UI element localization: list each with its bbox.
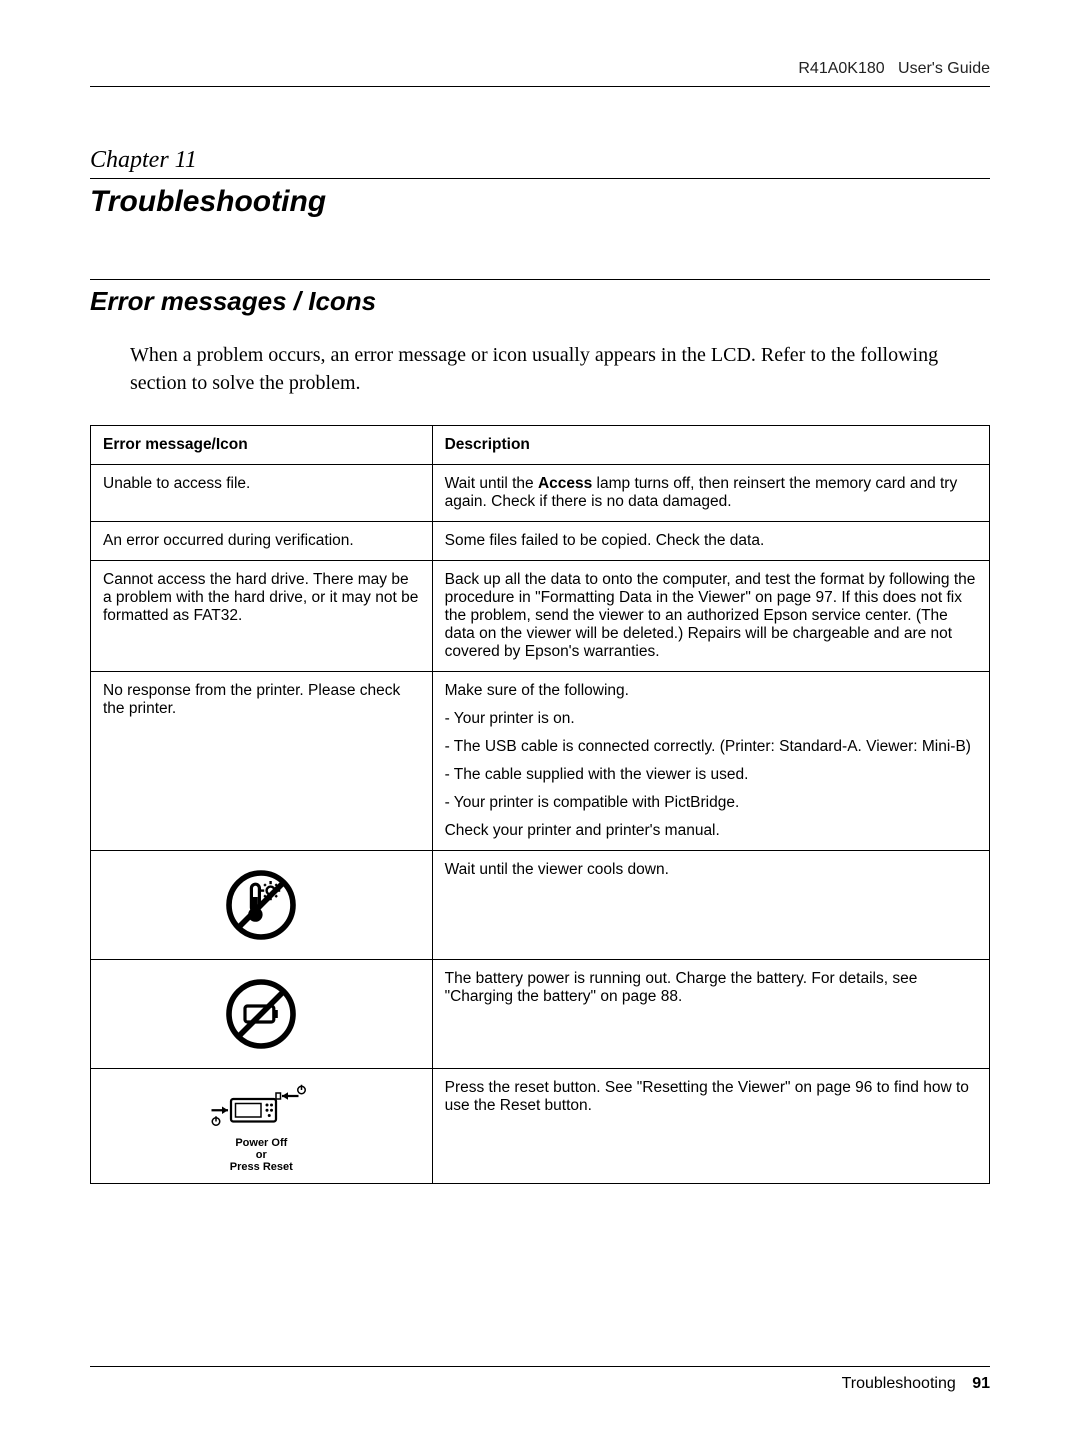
error-icon-cell: Power Off or Press Reset [91,1069,433,1184]
table-row: Wait until the viewer cools down. [91,851,990,960]
error-description-cell: Back up all the data to onto the compute… [432,561,989,672]
table-header-row: Error message/Icon Description [91,426,990,465]
table-row: Unable to access file. Wait until the Ac… [91,465,990,522]
chapter-label: Chapter 11 [90,147,990,174]
desc-line: - The USB cable is connected correctly. … [445,738,977,756]
battery-empty-icon [221,974,301,1054]
footer-rule [90,1366,990,1367]
error-message-cell: Cannot access the hard drive. There may … [91,561,433,672]
reset-caption: Power Off or Press Reset [103,1137,420,1173]
overheat-icon [221,865,301,945]
header-rule [90,86,990,87]
desc-bold: Access [538,475,592,492]
table-row: Power Off or Press Reset Press the reset… [91,1069,990,1184]
chapter-rule [90,178,990,179]
error-message-cell: No response from the printer. Please che… [91,672,433,851]
table-row: The battery power is running out. Charge… [91,960,990,1069]
error-message-cell: Unable to access file. [91,465,433,522]
col-header-description: Description [432,426,989,465]
section-intro: When a problem occurs, an error message … [130,341,990,397]
desc-line: - Your printer is compatible with PictBr… [445,794,977,812]
desc-line: Check your printer and printer's manual. [445,822,977,840]
section-rule [90,279,990,280]
header-product: R41A0K180 [798,60,884,77]
desc-line: Make sure of the following. [445,682,977,700]
error-description-cell: Press the reset button. See "Resetting t… [432,1069,989,1184]
error-description-cell: The battery power is running out. Charge… [432,960,989,1069]
reset-caption-line: or [256,1149,267,1161]
reset-device-icon [201,1083,321,1133]
error-description-cell: Make sure of the following. - Your print… [432,672,989,851]
error-description-cell: Wait until the viewer cools down. [432,851,989,960]
reset-caption-line: Power Off [235,1137,287,1149]
desc-text: Wait until the [445,475,538,492]
error-table: Error message/Icon Description Unable to… [90,425,990,1184]
reset-caption-line: Press Reset [230,1161,293,1173]
desc-line: - The cable supplied with the viewer is … [445,766,977,784]
table-row: An error occurred during verification. S… [91,522,990,561]
footer-page-number: 91 [972,1375,990,1392]
error-description-cell: Some files failed to be copied. Check th… [432,522,989,561]
error-icon-cell [91,960,433,1069]
table-row: Cannot access the hard drive. There may … [91,561,990,672]
error-description-cell: Wait until the Access lamp turns off, th… [432,465,989,522]
page-footer: Troubleshooting 91 [90,1366,990,1393]
section-title: Error messages / Icons [90,286,990,317]
chapter-title: Troubleshooting [90,185,990,219]
desc-line: - Your printer is on. [445,710,977,728]
error-message-cell: An error occurred during verification. [91,522,433,561]
header-product-guide: R41A0K180 User's Guide [90,60,990,78]
error-icon-cell [91,851,433,960]
footer-section: Troubleshooting [842,1375,956,1392]
col-header-message: Error message/Icon [91,426,433,465]
header-doc: User's Guide [898,60,990,77]
table-row: No response from the printer. Please che… [91,672,990,851]
